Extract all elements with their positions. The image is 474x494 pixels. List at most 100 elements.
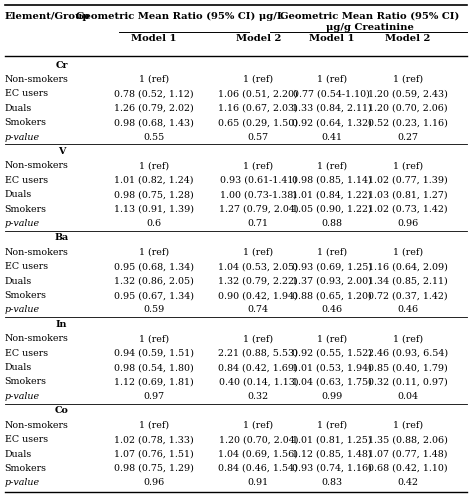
Text: 1 (ref): 1 (ref)	[243, 248, 273, 257]
Text: 1.04 (0.63, 1.75): 1.04 (0.63, 1.75)	[292, 377, 372, 386]
Text: p-value: p-value	[5, 392, 40, 401]
Text: 1.06 (0.51, 2.20): 1.06 (0.51, 2.20)	[219, 89, 298, 98]
Text: 1 (ref): 1 (ref)	[392, 421, 423, 430]
Text: 0.92 (0.64, 1.32): 0.92 (0.64, 1.32)	[292, 118, 372, 127]
Text: 1 (ref): 1 (ref)	[392, 334, 423, 343]
Text: 0.42: 0.42	[397, 478, 418, 488]
Text: 0.91: 0.91	[248, 478, 269, 488]
Text: 0.98 (0.68, 1.43): 0.98 (0.68, 1.43)	[114, 118, 194, 127]
Text: 1 (ref): 1 (ref)	[243, 75, 273, 84]
Text: 0.93 (0.74, 1.16): 0.93 (0.74, 1.16)	[292, 464, 372, 473]
Text: 1.32 (0.86, 2.05): 1.32 (0.86, 2.05)	[114, 277, 194, 286]
Text: Geometric Mean Ratio (95% CI) μg/L: Geometric Mean Ratio (95% CI) μg/L	[76, 12, 284, 21]
Text: 1 (ref): 1 (ref)	[139, 334, 169, 343]
Text: p-value: p-value	[5, 132, 40, 142]
Text: 1.12 (0.85, 1.48): 1.12 (0.85, 1.48)	[292, 450, 372, 458]
Text: EC users: EC users	[5, 89, 48, 98]
Text: 0.98 (0.75, 1.29): 0.98 (0.75, 1.29)	[114, 464, 194, 473]
Text: Duals: Duals	[5, 104, 32, 113]
Text: 0.40 (0.14, 1.13): 0.40 (0.14, 1.13)	[219, 377, 298, 386]
Text: 0.96: 0.96	[397, 219, 418, 228]
Text: 2.21 (0.88, 5.53): 2.21 (0.88, 5.53)	[219, 349, 298, 358]
Text: 0.71: 0.71	[248, 219, 269, 228]
Text: 0.99: 0.99	[321, 392, 342, 401]
Text: 1.02 (0.73, 1.42): 1.02 (0.73, 1.42)	[368, 205, 447, 213]
Text: 1.07 (0.76, 1.51): 1.07 (0.76, 1.51)	[114, 450, 194, 458]
Text: 1 (ref): 1 (ref)	[317, 162, 347, 170]
Text: Cr: Cr	[55, 61, 68, 70]
Text: 1 (ref): 1 (ref)	[139, 162, 169, 170]
Text: Smokers: Smokers	[5, 377, 47, 386]
Text: 2.46 (0.93, 6.54): 2.46 (0.93, 6.54)	[367, 349, 448, 358]
Text: Smokers: Smokers	[5, 205, 47, 213]
Text: Co: Co	[55, 406, 69, 415]
Text: In: In	[56, 320, 67, 329]
Text: Ba: Ba	[55, 234, 69, 243]
Text: 1.27 (0.79, 2.04): 1.27 (0.79, 2.04)	[219, 205, 298, 213]
Text: 1 (ref): 1 (ref)	[317, 421, 347, 430]
Text: 1.20 (0.59, 2.43): 1.20 (0.59, 2.43)	[368, 89, 447, 98]
Text: 1.01 (0.53, 1.94): 1.01 (0.53, 1.94)	[292, 363, 372, 372]
Text: 1.16 (0.67, 2.03): 1.16 (0.67, 2.03)	[219, 104, 298, 113]
Text: 0.72 (0.37, 1.42): 0.72 (0.37, 1.42)	[368, 291, 447, 300]
Text: Smokers: Smokers	[5, 118, 47, 127]
Text: 1.33 (0.84, 2.11): 1.33 (0.84, 2.11)	[292, 104, 372, 113]
Text: 1.04 (0.53, 2.05): 1.04 (0.53, 2.05)	[219, 262, 298, 271]
Text: Non-smokers: Non-smokers	[5, 162, 69, 170]
Text: 0.74: 0.74	[248, 305, 269, 315]
Text: 1.12 (0.69, 1.81): 1.12 (0.69, 1.81)	[114, 377, 194, 386]
Text: 1.13 (0.91, 1.39): 1.13 (0.91, 1.39)	[114, 205, 194, 213]
Text: Smokers: Smokers	[5, 464, 47, 473]
Text: 1.02 (0.78, 1.33): 1.02 (0.78, 1.33)	[114, 435, 194, 444]
Text: 1.01 (0.81, 1.25): 1.01 (0.81, 1.25)	[292, 435, 372, 444]
Text: 0.95 (0.67, 1.34): 0.95 (0.67, 1.34)	[114, 291, 194, 300]
Text: 1 (ref): 1 (ref)	[317, 75, 347, 84]
Text: Model 2: Model 2	[385, 34, 430, 43]
Text: 1 (ref): 1 (ref)	[392, 162, 423, 170]
Text: 1.00 (0.73-1.38): 1.00 (0.73-1.38)	[220, 190, 297, 199]
Text: 1.35 (0.88, 2.06): 1.35 (0.88, 2.06)	[368, 435, 447, 444]
Text: 0.46: 0.46	[397, 305, 418, 315]
Text: 1.34 (0.85, 2.11): 1.34 (0.85, 2.11)	[368, 277, 447, 286]
Text: 1.37 (0.93, 2.00): 1.37 (0.93, 2.00)	[292, 277, 372, 286]
Text: Model 2: Model 2	[236, 34, 281, 43]
Text: 0.6: 0.6	[146, 219, 162, 228]
Text: EC users: EC users	[5, 262, 48, 271]
Text: 0.68 (0.42, 1.10): 0.68 (0.42, 1.10)	[368, 464, 447, 473]
Text: 1 (ref): 1 (ref)	[317, 334, 347, 343]
Text: 0.32 (0.11, 0.97): 0.32 (0.11, 0.97)	[368, 377, 447, 386]
Text: 0.93 (0.61-1.41): 0.93 (0.61-1.41)	[220, 176, 297, 185]
Text: 0.46: 0.46	[321, 305, 342, 315]
Text: 0.85 (0.40, 1.79): 0.85 (0.40, 1.79)	[368, 363, 447, 372]
Text: 0.98 (0.54, 1.80): 0.98 (0.54, 1.80)	[114, 363, 194, 372]
Text: 0.65 (0.29, 1.50): 0.65 (0.29, 1.50)	[219, 118, 298, 127]
Text: p-value: p-value	[5, 478, 40, 488]
Text: 1.32 (0.79, 2.22): 1.32 (0.79, 2.22)	[219, 277, 298, 286]
Text: Geometric Mean Ratio (95% CI)
μg/g Creatinine: Geometric Mean Ratio (95% CI) μg/g Creat…	[280, 12, 459, 32]
Text: 0.04: 0.04	[397, 392, 418, 401]
Text: 1 (ref): 1 (ref)	[243, 421, 273, 430]
Text: Duals: Duals	[5, 277, 32, 286]
Text: 0.27: 0.27	[397, 132, 418, 142]
Text: EC users: EC users	[5, 176, 48, 185]
Text: 1 (ref): 1 (ref)	[139, 248, 169, 257]
Text: 1.20 (0.70, 2.06): 1.20 (0.70, 2.06)	[368, 104, 447, 113]
Text: Duals: Duals	[5, 363, 32, 372]
Text: 1.05 (0.90, 1.22): 1.05 (0.90, 1.22)	[292, 205, 372, 213]
Text: 0.52 (0.23, 1.16): 0.52 (0.23, 1.16)	[368, 118, 447, 127]
Text: 0.88: 0.88	[321, 219, 342, 228]
Text: 1.16 (0.64, 2.09): 1.16 (0.64, 2.09)	[368, 262, 447, 271]
Text: 1.20 (0.70, 2.04): 1.20 (0.70, 2.04)	[219, 435, 298, 444]
Text: 1 (ref): 1 (ref)	[392, 248, 423, 257]
Text: 0.55: 0.55	[144, 132, 164, 142]
Text: 1.07 (0.77, 1.48): 1.07 (0.77, 1.48)	[368, 450, 447, 458]
Text: 0.90 (0.42, 1.94): 0.90 (0.42, 1.94)	[219, 291, 298, 300]
Text: 0.59: 0.59	[144, 305, 164, 315]
Text: Non-smokers: Non-smokers	[5, 334, 69, 343]
Text: 0.84 (0.46, 1.54): 0.84 (0.46, 1.54)	[219, 464, 298, 473]
Text: Non-smokers: Non-smokers	[5, 248, 69, 257]
Text: 1 (ref): 1 (ref)	[243, 334, 273, 343]
Text: EC users: EC users	[5, 349, 48, 358]
Text: 0.57: 0.57	[248, 132, 269, 142]
Text: 1 (ref): 1 (ref)	[392, 75, 423, 84]
